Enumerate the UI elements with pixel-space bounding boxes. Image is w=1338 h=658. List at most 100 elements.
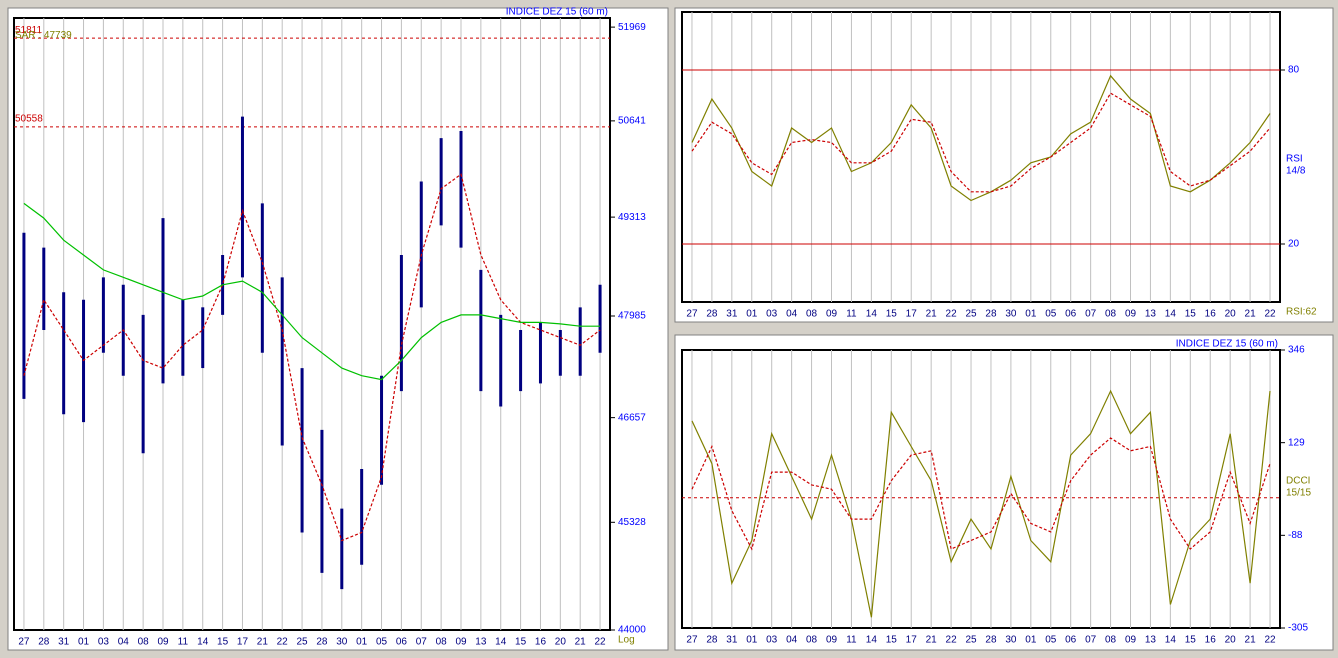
x-tick-label: 11 xyxy=(178,637,189,648)
x-tick-label: 25 xyxy=(297,637,309,648)
x-tick-label: 28 xyxy=(985,635,997,646)
x-tick-label: 30 xyxy=(1005,635,1017,646)
x-tick-label: 21 xyxy=(926,635,938,646)
x-tick-label: 17 xyxy=(237,637,249,648)
x-tick-label: 07 xyxy=(1085,635,1097,646)
x-tick-label: 22 xyxy=(595,637,607,648)
x-tick-label: 11 xyxy=(846,309,857,320)
plot-area xyxy=(13,17,611,631)
x-tick-label: 15 xyxy=(515,637,527,648)
side-label: DCCI xyxy=(1286,476,1310,487)
x-tick-label: 14 xyxy=(197,637,209,648)
x-tick-label: 27 xyxy=(686,635,698,646)
x-tick-label: 08 xyxy=(1105,309,1117,320)
x-tick-label: 17 xyxy=(906,309,918,320)
x-tick-label: 30 xyxy=(336,637,348,648)
x-tick-label: 21 xyxy=(257,637,269,648)
y-tick-label: 346 xyxy=(1288,345,1305,356)
x-tick-label: 04 xyxy=(786,309,798,320)
y-tick-label: 44000 xyxy=(618,625,646,636)
indicator-line xyxy=(691,92,1271,193)
side-label: 15/15 xyxy=(1286,488,1311,499)
y-tick-label: -305 xyxy=(1288,623,1308,634)
x-tick-label: 07 xyxy=(416,637,428,648)
chart-title: INDICE DEZ 15 (60 m) xyxy=(1176,339,1278,350)
y-tick-label: 47985 xyxy=(618,311,646,322)
indicator-line xyxy=(23,202,601,381)
corner-label: RSI:62 xyxy=(1286,307,1317,318)
x-tick-label: 05 xyxy=(376,637,388,648)
x-tick-label: 16 xyxy=(1205,309,1217,320)
y-tick-label: -88 xyxy=(1288,530,1303,541)
x-tick-label: 21 xyxy=(1245,635,1257,646)
y-tick-label: 49313 xyxy=(618,212,646,223)
x-tick-label: 28 xyxy=(316,637,328,648)
x-tick-label: 17 xyxy=(906,635,918,646)
y-tick-label: 129 xyxy=(1288,437,1305,448)
x-tick-label: 21 xyxy=(575,637,587,648)
x-tick-label: 08 xyxy=(806,635,818,646)
x-tick-label: 06 xyxy=(1065,309,1077,320)
x-tick-label: 03 xyxy=(766,635,778,646)
x-tick-label: 09 xyxy=(826,309,838,320)
x-tick-label: 01 xyxy=(746,635,758,646)
indicator-line xyxy=(691,437,1271,551)
x-tick-label: 21 xyxy=(1245,309,1257,320)
x-tick-label: 01 xyxy=(746,309,758,320)
side-label: RSI xyxy=(1286,154,1303,165)
x-tick-label: 25 xyxy=(965,309,977,320)
indicator-line xyxy=(23,173,601,542)
x-tick-label: 04 xyxy=(118,637,130,648)
x-tick-label: 15 xyxy=(1185,635,1197,646)
x-tick-label: 27 xyxy=(18,637,30,648)
x-tick-label: 21 xyxy=(926,309,938,320)
x-tick-label: 27 xyxy=(686,309,698,320)
x-tick-label: 09 xyxy=(157,637,169,648)
x-tick-label: 06 xyxy=(1065,635,1077,646)
x-tick-label: 15 xyxy=(217,637,229,648)
indicator-line xyxy=(691,389,1271,618)
x-tick-label: 07 xyxy=(1085,309,1097,320)
x-tick-label: 09 xyxy=(455,637,467,648)
x-tick-label: 28 xyxy=(38,637,50,648)
chart-title: INDICE DEZ 15 (60 m) xyxy=(506,7,608,18)
x-tick-label: 15 xyxy=(886,309,898,320)
x-tick-label: 20 xyxy=(1225,309,1237,320)
x-tick-label: 11 xyxy=(846,635,857,646)
x-tick-label: 01 xyxy=(1025,309,1037,320)
x-tick-label: 04 xyxy=(786,635,798,646)
x-tick-label: 25 xyxy=(965,635,977,646)
indicator-line xyxy=(691,74,1271,202)
y-tick-label: 45328 xyxy=(618,517,646,528)
x-tick-label: 01 xyxy=(78,637,90,648)
x-tick-label: 09 xyxy=(1125,309,1137,320)
x-tick-label: 22 xyxy=(1264,309,1276,320)
x-tick-label: 16 xyxy=(535,637,547,648)
x-tick-label: 09 xyxy=(1125,635,1137,646)
x-tick-label: 30 xyxy=(1005,309,1017,320)
scale-label: Log xyxy=(618,635,635,646)
x-tick-label: 13 xyxy=(1145,635,1157,646)
x-tick-label: 28 xyxy=(985,309,997,320)
x-tick-label: 22 xyxy=(277,637,289,648)
y-tick-label: 80 xyxy=(1288,65,1300,76)
x-tick-label: 14 xyxy=(1165,309,1177,320)
x-tick-label: 14 xyxy=(866,635,878,646)
x-tick-label: 03 xyxy=(98,637,110,648)
x-tick-label: 28 xyxy=(706,309,718,320)
x-tick-label: 01 xyxy=(1025,635,1037,646)
x-tick-label: 05 xyxy=(1045,635,1057,646)
x-tick-label: 14 xyxy=(495,637,507,648)
x-tick-label: 13 xyxy=(475,637,487,648)
x-tick-label: 20 xyxy=(555,637,567,648)
x-tick-label: 05 xyxy=(1045,309,1057,320)
y-tick-label: 46657 xyxy=(618,412,646,423)
x-tick-label: 14 xyxy=(866,309,878,320)
y-tick-label: 20 xyxy=(1288,239,1300,250)
x-tick-label: 22 xyxy=(1264,635,1276,646)
x-tick-label: 08 xyxy=(1105,635,1117,646)
x-tick-label: 03 xyxy=(766,309,778,320)
x-tick-label: 16 xyxy=(1205,635,1217,646)
x-tick-label: 15 xyxy=(1185,309,1197,320)
x-tick-label: 22 xyxy=(946,635,958,646)
